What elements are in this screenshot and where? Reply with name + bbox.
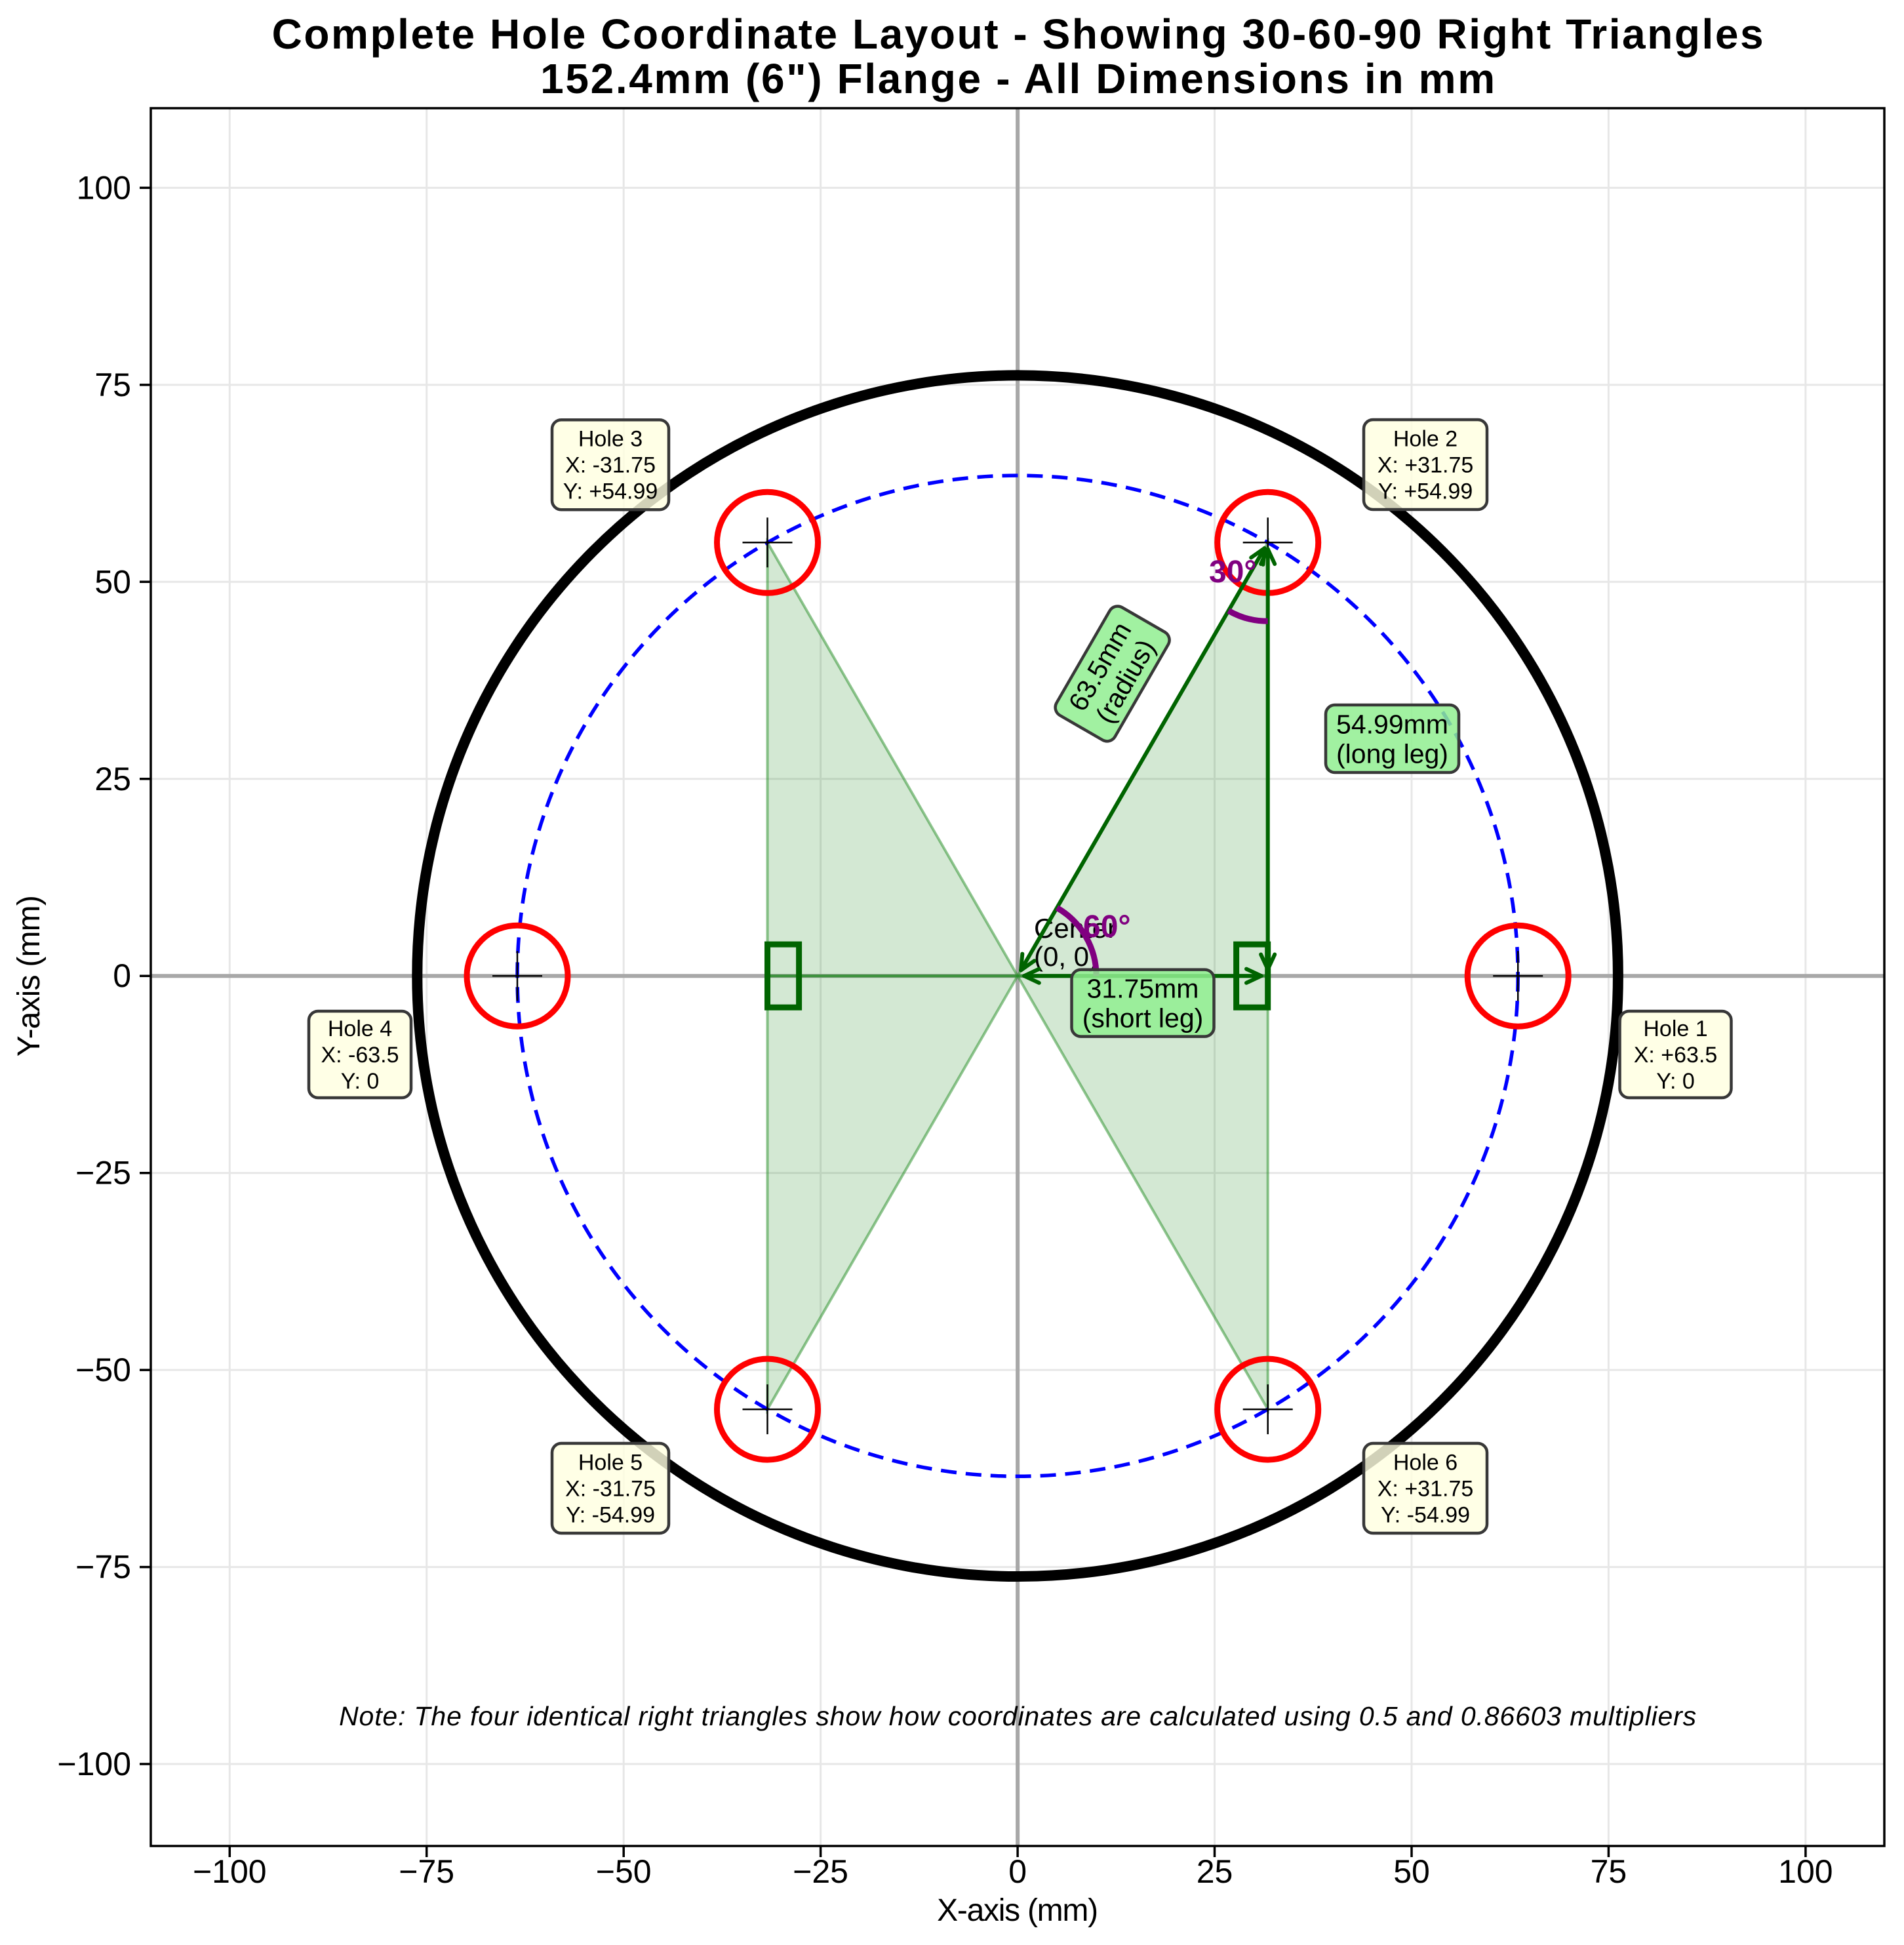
svg-text:−100: −100 (193, 1853, 267, 1890)
svg-text:(short leg): (short leg) (1082, 1003, 1204, 1033)
svg-text:X: +63.5: X: +63.5 (1634, 1043, 1718, 1068)
svg-text:0: 0 (113, 957, 131, 994)
svg-text:152.4mm (6") Flange - All Dime: 152.4mm (6") Flange - All Dimensions in … (540, 55, 1495, 102)
svg-text:75: 75 (94, 367, 131, 403)
svg-text:Y: 0: Y: 0 (341, 1069, 380, 1094)
svg-text:Center: Center (1034, 913, 1117, 944)
svg-text:Y-axis (mm): Y-axis (mm) (12, 895, 47, 1056)
svg-text:Y: -54.99: Y: -54.99 (566, 1503, 655, 1528)
svg-text:60°: 60° (1083, 910, 1131, 944)
svg-text:(long leg): (long leg) (1336, 739, 1448, 769)
svg-text:30°: 30° (1209, 555, 1257, 590)
svg-text:−25: −25 (75, 1155, 131, 1192)
svg-text:X: -31.75: X: -31.75 (565, 453, 656, 478)
svg-text:50: 50 (94, 563, 131, 600)
svg-text:Note: The four identical right: Note: The four identical right triangles… (339, 1701, 1696, 1731)
svg-text:−100: −100 (57, 1746, 131, 1782)
svg-text:Hole 4: Hole 4 (328, 1016, 392, 1041)
svg-text:50: 50 (1393, 1853, 1430, 1890)
svg-text:Hole 5: Hole 5 (578, 1451, 643, 1475)
svg-text:25: 25 (1197, 1853, 1233, 1890)
svg-text:Y: +54.99: Y: +54.99 (1378, 479, 1473, 504)
svg-text:Y: +54.99: Y: +54.99 (563, 479, 658, 504)
svg-text:54.99mm: 54.99mm (1336, 710, 1448, 740)
svg-text:−25: −25 (793, 1853, 848, 1890)
svg-text:Hole 6: Hole 6 (1393, 1451, 1458, 1475)
svg-text:0: 0 (1008, 1853, 1027, 1890)
svg-text:X-axis (mm): X-axis (mm) (937, 1893, 1098, 1928)
svg-text:100: 100 (1778, 1853, 1833, 1890)
svg-text:Complete Hole Coordinate Layou: Complete Hole Coordinate Layout - Showin… (272, 10, 1764, 58)
svg-text:−50: −50 (75, 1352, 131, 1388)
svg-text:Hole 1: Hole 1 (1643, 1016, 1707, 1041)
svg-text:X: -63.5: X: -63.5 (321, 1043, 399, 1068)
svg-text:−75: −75 (399, 1853, 454, 1890)
svg-text:100: 100 (77, 169, 131, 206)
svg-text:Hole 2: Hole 2 (1393, 427, 1458, 452)
svg-text:Hole 3: Hole 3 (578, 427, 643, 452)
svg-text:75: 75 (1591, 1853, 1627, 1890)
svg-text:25: 25 (94, 761, 131, 797)
svg-text:Y: -54.99: Y: -54.99 (1381, 1503, 1470, 1528)
svg-text:−50: −50 (596, 1853, 652, 1890)
svg-text:31.75mm: 31.75mm (1087, 974, 1199, 1004)
svg-text:X: +31.75: X: +31.75 (1378, 453, 1474, 478)
svg-text:−75: −75 (75, 1549, 131, 1586)
svg-text:Y: 0: Y: 0 (1656, 1069, 1695, 1094)
svg-text:X: +31.75: X: +31.75 (1378, 1477, 1474, 1502)
svg-text:X: -31.75: X: -31.75 (565, 1477, 656, 1502)
